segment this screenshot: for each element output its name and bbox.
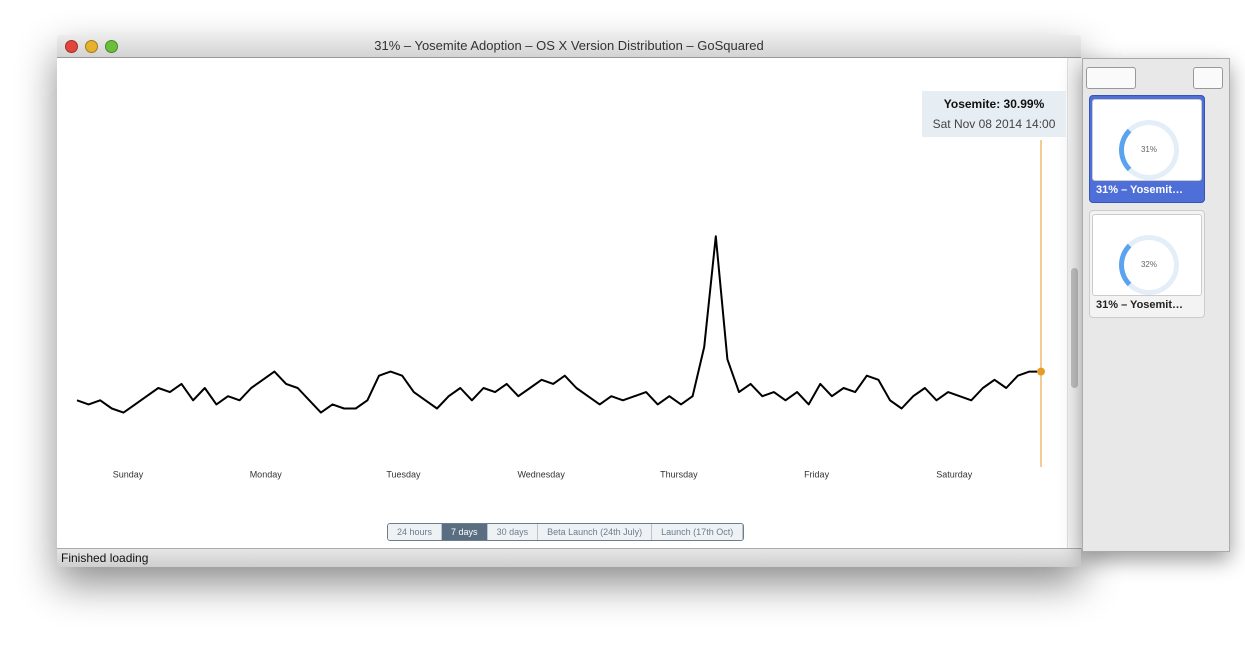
tab-sidebar: 31% 31% – Yosemit… 32% 31% – Yosemit… [1082, 58, 1230, 552]
status-text: Finished loading [61, 551, 149, 565]
range-button[interactable]: 7 days [442, 524, 488, 540]
thumbnail-gauge: 31% [1119, 120, 1179, 180]
x-tick-label: Sunday [113, 469, 144, 479]
tab-thumbnail: 31% [1092, 99, 1202, 181]
view-toggle[interactable] [1086, 67, 1136, 89]
settings-button[interactable] [1193, 67, 1223, 89]
x-tick-label: Wednesday [517, 469, 565, 479]
close-button[interactable] [65, 40, 78, 53]
zoom-button[interactable] [105, 40, 118, 53]
status-bar: Finished loading [57, 548, 1081, 567]
tooltip: Yosemite: 30.99% Sat Nov 08 2014 14:00 [922, 91, 1066, 137]
x-tick-label: Friday [804, 469, 830, 479]
range-button[interactable]: 24 hours [388, 524, 443, 540]
tab-title: 31% – Yosemit… [1096, 299, 1184, 311]
title-bar: 31% – Yosemite Adoption – OS X Version D… [57, 35, 1081, 58]
hover-point [1037, 367, 1045, 376]
range-button[interactable]: Beta Launch (24th July) [538, 524, 653, 540]
tab[interactable]: 32% 31% – Yosemit… [1089, 210, 1205, 318]
range-button[interactable]: Launch (17th Oct) [652, 524, 744, 540]
tooltip-title: Yosemite: 30.99% [943, 97, 1045, 111]
scrollbar[interactable] [1067, 58, 1082, 548]
x-tick-label: Thursday [660, 469, 698, 479]
thumbnail-gauge: 32% [1119, 235, 1179, 295]
window-title: 31% – Yosemite Adoption – OS X Version D… [374, 38, 764, 53]
minimize-button[interactable] [85, 40, 98, 53]
tab-thumbnail: 32% [1092, 214, 1202, 296]
tab[interactable]: 31% 31% – Yosemit… [1089, 95, 1205, 203]
x-tick-label: Saturday [936, 469, 973, 479]
tab-title: 31% – Yosemit… [1096, 184, 1184, 196]
tooltip-subtitle: Sat Nov 08 2014 14:00 [932, 117, 1056, 131]
range-selector: 24 hours 7 days 30 days Beta Launch (24th J… [387, 523, 745, 541]
range-button[interactable]: 30 days [487, 524, 539, 540]
data-line [76, 235, 1041, 414]
x-tick-label: Monday [250, 469, 283, 479]
x-tick-label: Tuesday [386, 469, 421, 479]
browser-window: 31% – Yosemite Adoption – OS X Version D… [57, 35, 1082, 567]
scroll-thumb[interactable] [1071, 268, 1078, 388]
